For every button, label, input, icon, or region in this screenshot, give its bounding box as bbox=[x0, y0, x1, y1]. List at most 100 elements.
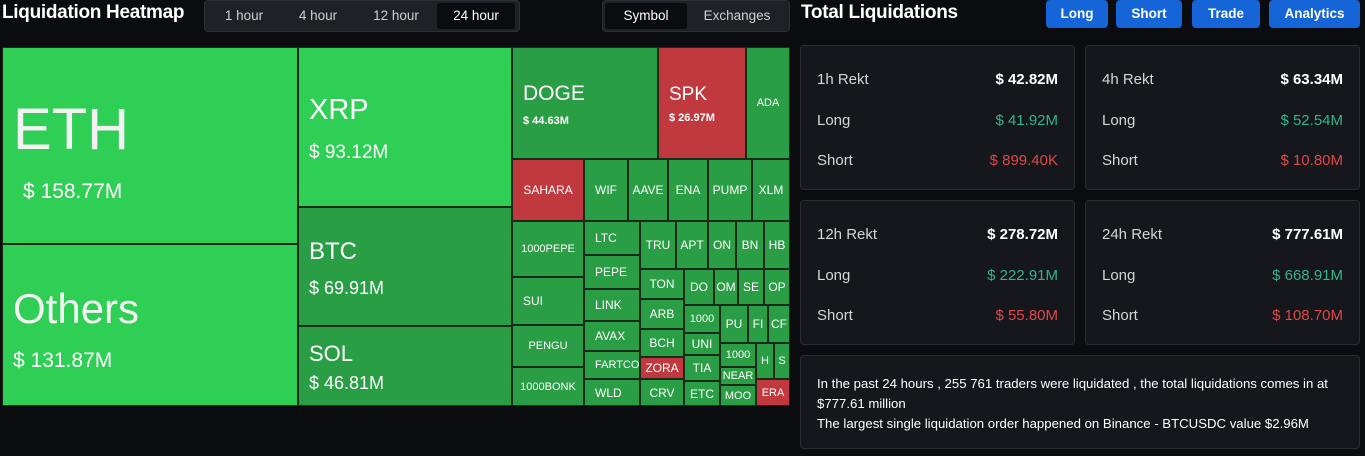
liquidation-summary: In the past 24 hours , 255 761 traders w… bbox=[800, 355, 1360, 449]
treemap-tile-doge[interactable]: DOGE $ 44.63M bbox=[512, 47, 658, 159]
long-value: $ 668.91M bbox=[1272, 267, 1343, 284]
long-label: Long bbox=[817, 112, 851, 129]
long-label: Long bbox=[817, 267, 851, 284]
total-liquidations-title: Total Liquidations bbox=[801, 2, 958, 23]
short-value: $ 899.40K bbox=[989, 152, 1058, 169]
trade-button[interactable]: Trade bbox=[1192, 0, 1260, 28]
heatmap-title: Liquidation Heatmap bbox=[2, 2, 185, 23]
tile-value: $ 131.87M bbox=[13, 349, 113, 372]
rekt-card-1h: 1h Rekt $ 42.82M Long $ 41.92M Short $ 8… bbox=[800, 45, 1075, 190]
treemap-tile-eth[interactable]: ETH $ 158.77M bbox=[2, 47, 298, 244]
treemap-tile-bn[interactable]: BN bbox=[736, 221, 764, 269]
treemap-tile-hb[interactable]: HB bbox=[764, 221, 790, 269]
treemap-tile-se[interactable]: SE bbox=[738, 269, 764, 305]
tile-symbol: DOGE bbox=[523, 82, 585, 105]
treemap-tile-ena[interactable]: ENA bbox=[668, 159, 708, 221]
treemap-tile-1000a[interactable]: 1000 bbox=[684, 305, 720, 333]
tile-value: $ 93.12M bbox=[309, 142, 389, 163]
short-label: Short bbox=[817, 307, 853, 324]
short-label: Short bbox=[817, 152, 853, 169]
rekt-card-12h: 12h Rekt $ 278.72M Long $ 222.91M Short … bbox=[800, 200, 1075, 345]
long-label: Long bbox=[1102, 112, 1136, 129]
tile-symbol: SOL bbox=[309, 341, 354, 366]
treemap-tile-op[interactable]: OP bbox=[764, 269, 790, 305]
treemap-tile-xlm[interactable]: XLM bbox=[752, 159, 790, 221]
treemap-tile-1000b[interactable]: 1000 bbox=[720, 343, 756, 367]
short-value: $ 55.80M bbox=[995, 307, 1058, 324]
tile-value: $ 158.77M bbox=[23, 180, 123, 203]
card-title: 12h Rekt bbox=[817, 226, 878, 243]
card-total: $ 42.82M bbox=[995, 71, 1058, 88]
treemap-tile-zora[interactable]: ZORA bbox=[640, 357, 684, 379]
treemap-tile-pengu[interactable]: PENGU bbox=[512, 325, 584, 367]
treemap-tile-on[interactable]: ON bbox=[708, 221, 736, 269]
mode-option-symbol[interactable]: Symbol bbox=[605, 3, 687, 29]
treemap-tile-do[interactable]: DO bbox=[684, 269, 714, 305]
tile-symbol: ETH bbox=[13, 97, 129, 162]
treemap-tile-s[interactable]: S bbox=[774, 343, 790, 379]
treemap-tile-avax[interactable]: AVAX bbox=[584, 321, 640, 351]
treemap-tile-1000pepe[interactable]: 1000PEPE bbox=[512, 221, 584, 277]
time-range-selector: 1 hour 4 hour 12 hour 24 hour bbox=[204, 0, 520, 32]
treemap-tile-sui[interactable]: SUI bbox=[512, 277, 584, 325]
long-value: $ 222.91M bbox=[987, 267, 1058, 284]
short-value: $ 108.70M bbox=[1272, 307, 1343, 324]
tile-value: $ 46.81M bbox=[309, 373, 385, 393]
treemap-tile-apt[interactable]: APT bbox=[676, 221, 708, 269]
treemap-tile-aave[interactable]: AAVE bbox=[628, 159, 668, 221]
treemap-tile-tia[interactable]: TIA bbox=[684, 355, 720, 381]
treemap-tile-wld[interactable]: WLD bbox=[584, 379, 640, 406]
treemap-tile-btc[interactable]: BTC $ 69.91M bbox=[298, 207, 512, 326]
time-option-4h[interactable]: 4 hour bbox=[298, 8, 338, 23]
time-option-1h[interactable]: 1 hour bbox=[224, 8, 264, 23]
time-option-12h[interactable]: 12 hour bbox=[373, 8, 419, 23]
tile-symbol: SPK bbox=[669, 84, 708, 105]
card-total: $ 278.72M bbox=[987, 226, 1058, 243]
treemap-tile-ltc[interactable]: LTC bbox=[584, 221, 640, 255]
treemap-tile-spk[interactable]: SPK $ 26.97M bbox=[658, 47, 746, 159]
treemap-tile-pump[interactable]: PUMP bbox=[708, 159, 752, 221]
short-button[interactable]: Short bbox=[1116, 0, 1182, 28]
short-label: Short bbox=[1102, 152, 1138, 169]
card-total: $ 63.34M bbox=[1280, 71, 1343, 88]
card-title: 4h Rekt bbox=[1102, 71, 1154, 88]
treemap-tile-era[interactable]: ERA bbox=[756, 379, 790, 406]
treemap-tile-bch[interactable]: BCH bbox=[640, 329, 684, 357]
treemap-tile-pu[interactable]: PU bbox=[720, 305, 748, 343]
treemap-tile-moo[interactable]: MOO bbox=[720, 385, 756, 406]
treemap-tile-wif[interactable]: WIF bbox=[584, 159, 628, 221]
treemap-tile-pepe[interactable]: PEPE bbox=[584, 255, 640, 289]
short-label: Short bbox=[1102, 307, 1138, 324]
liquidation-treemap: ETH $ 158.77M Others $ 131.87M XRP $ 93.… bbox=[2, 47, 790, 406]
mode-option-exchanges[interactable]: Exchanges bbox=[703, 8, 771, 23]
treemap-tile-cf[interactable]: CF bbox=[768, 305, 790, 343]
treemap-tile-ada[interactable]: ADA bbox=[746, 47, 790, 159]
treemap-tile-crv[interactable]: CRV bbox=[640, 379, 684, 406]
tile-value: $ 69.91M bbox=[309, 278, 385, 298]
treemap-tile-near[interactable]: NEAR bbox=[720, 367, 756, 385]
short-value: $ 10.80M bbox=[1280, 152, 1343, 169]
treemap-tile-xrp[interactable]: XRP $ 93.12M bbox=[298, 47, 512, 207]
treemap-tile-ton[interactable]: TON bbox=[640, 269, 684, 299]
tile-symbol: Others bbox=[13, 285, 140, 332]
time-option-24h[interactable]: 24 hour bbox=[437, 3, 515, 29]
treemap-tile-arb[interactable]: ARB bbox=[640, 299, 684, 329]
tile-value: $ 26.97M bbox=[669, 112, 715, 124]
treemap-tile-sahara[interactable]: SAHARA bbox=[512, 159, 584, 221]
long-value: $ 41.92M bbox=[995, 112, 1058, 129]
treemap-tile-h[interactable]: H bbox=[756, 343, 774, 379]
treemap-tile-link[interactable]: LINK bbox=[584, 289, 640, 321]
treemap-tile-tru[interactable]: TRU bbox=[640, 221, 676, 269]
treemap-tile-1000bonk[interactable]: 1000BONK bbox=[512, 367, 584, 406]
treemap-tile-uni[interactable]: UNI bbox=[684, 333, 720, 355]
long-label: Long bbox=[1102, 267, 1136, 284]
analytics-button[interactable]: Analytics bbox=[1269, 0, 1360, 28]
treemap-tile-etc[interactable]: ETC bbox=[684, 381, 720, 406]
treemap-tile-fi[interactable]: FI bbox=[748, 305, 768, 343]
long-button[interactable]: Long bbox=[1046, 0, 1108, 28]
long-value: $ 52.54M bbox=[1280, 112, 1343, 129]
treemap-tile-others[interactable]: Others $ 131.87M bbox=[2, 244, 298, 406]
treemap-tile-om[interactable]: OM bbox=[714, 269, 738, 305]
treemap-tile-sol[interactable]: SOL $ 46.81M bbox=[298, 326, 512, 406]
treemap-tile-fartcoin[interactable]: FARTCOI bbox=[584, 351, 640, 379]
